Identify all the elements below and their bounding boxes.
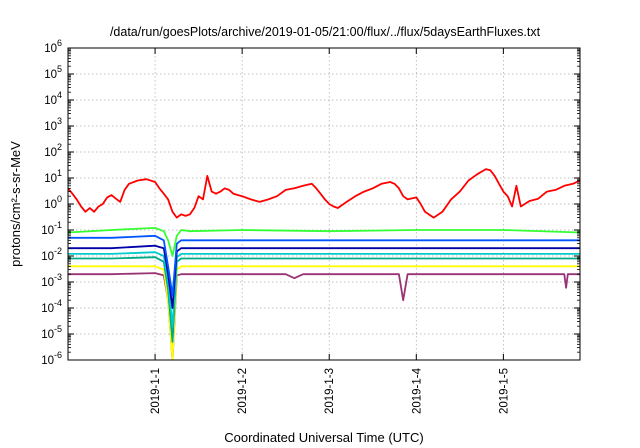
y-tick-label: 105 — [44, 64, 62, 81]
y-tick-label: 10-1 — [41, 220, 62, 237]
y-tick-labels: 10-6 10-5 10-4 10-3 10-2 10-1 100 101 102 103 104 1… — [41, 38, 62, 367]
x-axis-title: Coordinated Universal Time (UTC) — [224, 430, 423, 445]
y-tick-label: 101 — [44, 168, 62, 185]
x-tick-labels: 2019-1-1 2019-1-2 2019-1-3 2019-1-4 2019-1-5 — [150, 367, 510, 414]
grid — [68, 48, 580, 360]
y-axis-title: protons/cm²-s-sr-MeV — [8, 141, 23, 267]
series-line-3 — [68, 244, 580, 309]
y-tick-label: 10-2 — [41, 246, 62, 263]
series-line-6 — [68, 265, 580, 360]
x-tick-label: 2019-1-3 — [324, 368, 336, 414]
y-tick-label: 10-5 — [41, 324, 62, 341]
x-tick-label: 2019-1-1 — [150, 368, 162, 414]
chart-title: /data/run/goesPlots/archive/2019-01-05/2… — [110, 25, 541, 39]
y-tick-label: 10-6 — [41, 350, 62, 367]
series-layer — [68, 168, 580, 360]
series-line-2 — [68, 234, 580, 297]
series-line-4 — [68, 251, 580, 328]
y-tick-label: 10-4 — [41, 298, 62, 315]
series-line-5 — [68, 256, 580, 343]
y-tick-label: 102 — [44, 142, 62, 159]
x-tick-label: 2019-1-2 — [237, 368, 249, 414]
series-line-0 — [68, 168, 580, 219]
x-tick-label: 2019-1-4 — [411, 367, 423, 414]
y-tick-label: 106 — [44, 38, 62, 55]
y-tick-label: 100 — [44, 194, 62, 211]
y-tick-label: 10-3 — [41, 272, 62, 289]
x-tick-label: 2019-1-5 — [498, 368, 510, 414]
y-tick-label: 103 — [44, 116, 62, 133]
ticks — [68, 47, 580, 361]
y-tick-label: 104 — [44, 90, 62, 107]
series-line-1 — [68, 226, 580, 257]
